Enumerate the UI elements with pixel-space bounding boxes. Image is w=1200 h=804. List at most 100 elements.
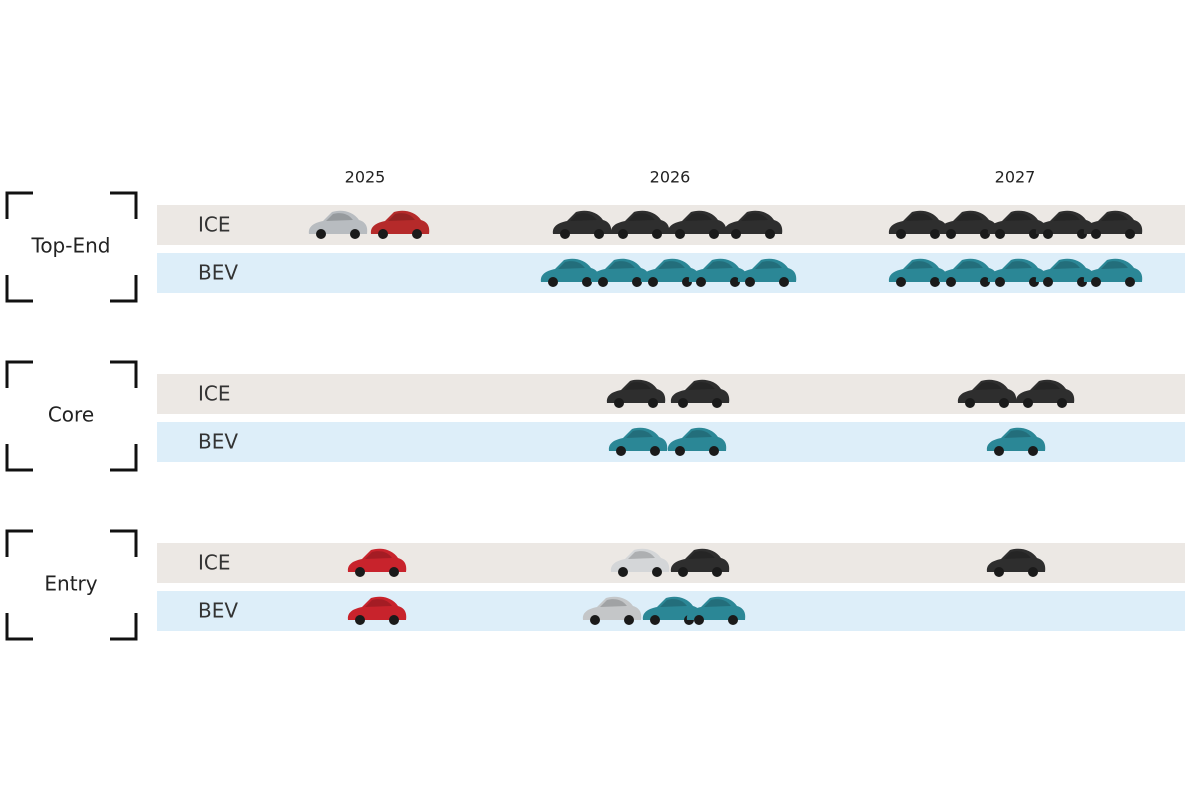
car-icon (608, 427, 668, 456)
car-window (685, 213, 712, 221)
car-wheel (650, 446, 660, 456)
car-wheel (980, 277, 990, 287)
bracket-corner (110, 529, 138, 557)
year-label: 2027 (995, 168, 1036, 187)
car-body (582, 596, 642, 620)
car-body (610, 210, 670, 234)
car-wheel (995, 277, 1005, 287)
car-wheel (594, 229, 604, 239)
car-icon (723, 210, 783, 239)
car-icon (610, 548, 670, 577)
car-body (686, 596, 746, 620)
car-window (600, 599, 627, 607)
car-wheel (616, 446, 626, 456)
car-body (370, 210, 430, 234)
car-icon (1083, 210, 1143, 239)
bracket-corner (5, 444, 33, 472)
car-icon (888, 210, 948, 239)
car-window (326, 213, 353, 221)
car-wheel (618, 229, 628, 239)
car-window (1005, 261, 1032, 269)
car-window (688, 382, 715, 390)
car-wheel (1091, 277, 1101, 287)
car-window (388, 213, 415, 221)
car-window (906, 261, 933, 269)
car-icon (1035, 258, 1095, 287)
car-window (1053, 213, 1080, 221)
car-wheel (994, 446, 1004, 456)
car-wheel (355, 567, 365, 577)
car-wheel (389, 615, 399, 625)
car-icon (590, 258, 650, 287)
year-label: 2025 (345, 168, 386, 187)
car-body (670, 548, 730, 572)
car-wheel (350, 229, 360, 239)
car-wheel (728, 615, 738, 625)
bracket-corner (110, 275, 138, 303)
car-wheel (412, 229, 422, 239)
car-window (1101, 213, 1128, 221)
car-body (986, 548, 1046, 572)
car-wheel (712, 398, 722, 408)
car-icon (640, 258, 700, 287)
car-wheel (1125, 277, 1135, 287)
car-body (608, 427, 668, 451)
car-window (704, 599, 731, 607)
car-body (1015, 379, 1075, 403)
car-wheel (1091, 229, 1101, 239)
car-window (975, 382, 1002, 390)
car-body (986, 427, 1046, 451)
car-icon (1083, 258, 1143, 287)
car-body (737, 258, 797, 282)
car-wheel (675, 229, 685, 239)
car-window (660, 599, 687, 607)
car-window (570, 213, 597, 221)
car-body (1035, 258, 1095, 282)
car-icon (552, 210, 612, 239)
segment-label: Core (48, 403, 94, 427)
car-window (956, 213, 983, 221)
car-wheel (582, 277, 592, 287)
car-icon (347, 548, 407, 577)
car-body (938, 210, 998, 234)
car-icon (888, 258, 948, 287)
car-window (365, 551, 392, 559)
car-wheel (590, 615, 600, 625)
car-wheel (652, 567, 662, 577)
car-window (1033, 382, 1060, 390)
car-wheel (650, 615, 660, 625)
car-window (558, 261, 585, 269)
car-wheel (712, 567, 722, 577)
car-wheel (696, 277, 706, 287)
car-body (1083, 258, 1143, 282)
bracket-corner (110, 613, 138, 641)
bracket-corner (5, 360, 33, 388)
car-body (347, 596, 407, 620)
car-wheel (779, 277, 789, 287)
car-body (642, 596, 702, 620)
car-wheel (389, 567, 399, 577)
car-wheel (560, 229, 570, 239)
car-wheel (648, 277, 658, 287)
car-wheel (632, 277, 642, 287)
car-wheel (709, 229, 719, 239)
car-icon (606, 379, 666, 408)
car-window (608, 261, 635, 269)
car-window (1005, 213, 1032, 221)
car-window (688, 551, 715, 559)
car-wheel (709, 446, 719, 456)
car-wheel (896, 229, 906, 239)
car-icon (540, 258, 600, 287)
car-icon (667, 210, 727, 239)
car-wheel (745, 277, 755, 287)
row-label: ICE (198, 551, 231, 575)
car-wheel (1043, 229, 1053, 239)
car-wheel (678, 567, 688, 577)
car-icon (938, 258, 998, 287)
car-window (1004, 551, 1031, 559)
car-wheel (548, 277, 558, 287)
car-wheel (946, 229, 956, 239)
car-window (706, 261, 733, 269)
